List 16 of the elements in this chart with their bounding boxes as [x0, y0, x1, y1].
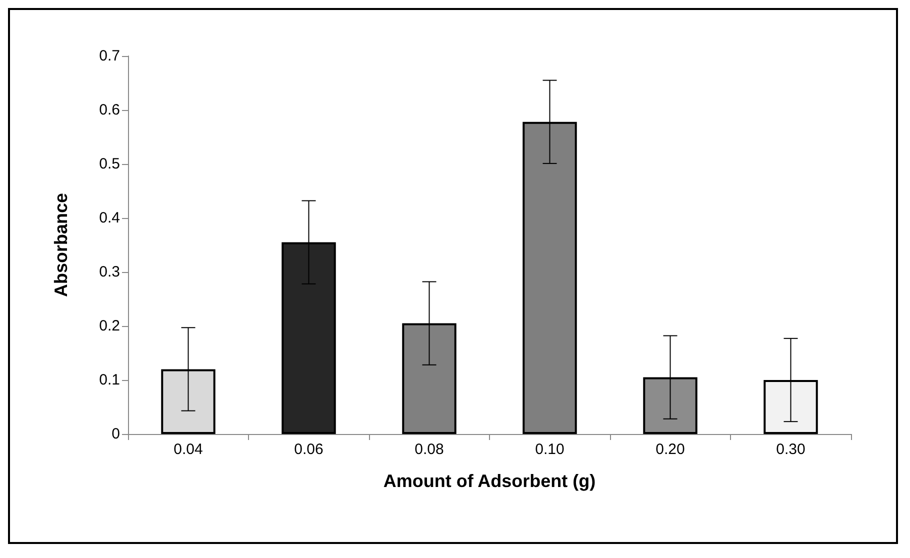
x-tick-label: 0.30	[776, 441, 806, 458]
y-tick-label: 0.3	[99, 264, 120, 280]
x-tick-label: 0.04	[174, 441, 203, 458]
x-tick-label: 0.10	[535, 441, 564, 458]
x-tick-label: 0.08	[414, 441, 444, 458]
y-tick-label: 0.4	[99, 210, 120, 226]
y-tick-label: 0	[112, 426, 120, 442]
y-tick-label: 0.5	[99, 156, 120, 172]
x-tick-label: 0.20	[656, 441, 685, 458]
y-axis-title: Absorbance	[51, 192, 71, 298]
x-axis-title: Amount of Adsorbent (g)	[383, 471, 596, 491]
y-tick-label: 0.6	[99, 102, 120, 118]
y-tick-label: 0.2	[99, 318, 120, 334]
y-tick-label: 0.1	[99, 372, 120, 388]
x-tick-label: 0.06	[294, 441, 324, 458]
y-tick-label: 0.7	[99, 48, 120, 64]
